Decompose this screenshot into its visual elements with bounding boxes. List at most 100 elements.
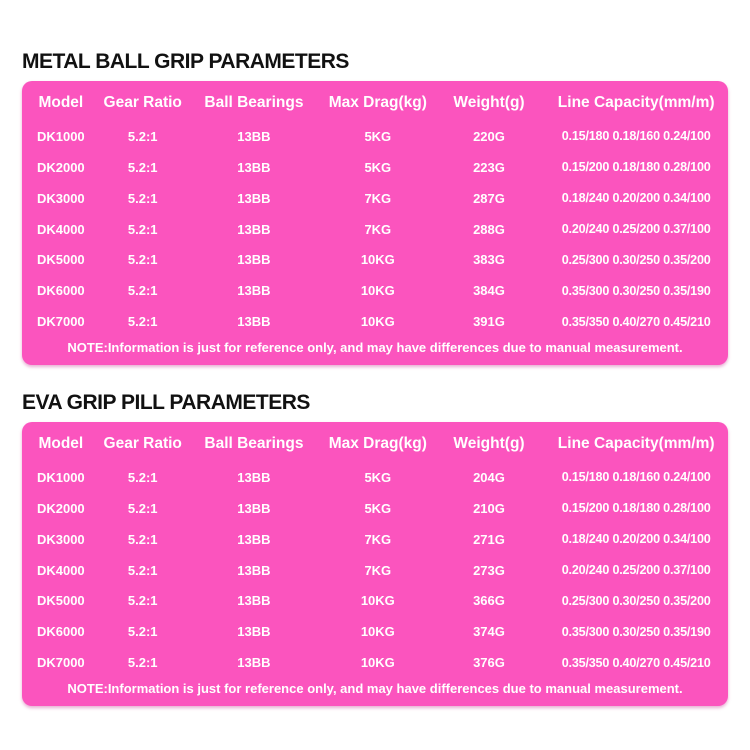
column-header-line-capacity: Line Capacity(mm/m)	[557, 94, 715, 111]
cell-model: DK2000	[36, 500, 85, 516]
cell-max-drag: 10KG	[360, 314, 395, 330]
cell-gear-ratio: 5.2:1	[127, 190, 158, 206]
cell-ball-bearings: 13BB	[237, 221, 271, 237]
cell-model: DK5000	[36, 252, 85, 268]
cell-max-drag: 5KG	[364, 500, 392, 516]
cell-gear-ratio: 5.2:1	[127, 624, 158, 640]
table-row-dk5000: DK5000 5.2:1 13BB 10KG 366G 0.25/300 0.30/250…	[22, 585, 728, 616]
cell-model: DK1000	[36, 469, 85, 485]
table-row-dk7000: DK7000 5.2:1 13BB 10KG 391G 0.35/350 0.40/270…	[22, 306, 728, 337]
cell-ball-bearings: 13BB	[237, 190, 271, 206]
cell-ball-bearings: 13BB	[237, 128, 271, 144]
table-row-dk2000: DK2000 5.2:1 13BB 5KG 223G 0.15/200 0.18/180 …	[22, 152, 728, 183]
cell-weight: 366G	[473, 593, 505, 609]
cell-ball-bearings: 13BB	[237, 562, 271, 578]
column-header-weight: Weight(g)	[453, 94, 525, 111]
cell-weight: 220G	[473, 128, 505, 144]
column-header-model: Model	[38, 94, 84, 111]
metal-ball-grip-section: METAL BALL GRIP PARAMETERS Model Gear Rat…	[22, 50, 728, 365]
column-header-ball-bearings: Ball Bearings	[204, 435, 304, 452]
cell-gear-ratio: 5.2:1	[127, 531, 158, 547]
table-row-dk6000: DK6000 5.2:1 13BB 10KG 384G 0.35/300 0.30/250…	[22, 275, 728, 306]
cell-line-capacity: 0.35/300 0.30/250 0.35/190	[561, 624, 711, 639]
table-note: NOTE:Information is just for reference o…	[67, 681, 683, 697]
cell-max-drag: 5KG	[364, 159, 392, 175]
cell-line-capacity: 0.15/180 0.18/160 0.24/100	[561, 470, 711, 485]
metal-ball-grip-title: METAL BALL GRIP PARAMETERS	[22, 50, 349, 73]
cell-max-drag: 10KG	[360, 624, 395, 640]
cell-model: DK1000	[36, 128, 85, 144]
cell-weight: 376G	[473, 655, 505, 671]
cell-line-capacity: 0.20/240 0.25/200 0.37/100	[561, 222, 711, 236]
cell-weight: 210G	[473, 500, 505, 516]
cell-line-capacity: 0.35/350 0.40/270 0.45/210	[561, 314, 711, 329]
cell-max-drag: 10KG	[360, 655, 395, 671]
cell-model: DK6000	[36, 283, 85, 299]
table-row-dk3000: DK3000 5.2:1 13BB 7KG 271G 0.18/240 0.20/200 …	[22, 524, 728, 555]
cell-max-drag: 7KG	[364, 221, 392, 237]
cell-model: DK7000	[36, 655, 85, 671]
table-header-row: Model Gear Ratio Ball Bearings Max Drag(kg)…	[22, 426, 728, 462]
table-row-dk2000: DK2000 5.2:1 13BB 5KG 210G 0.15/200 0.18/180 …	[22, 493, 728, 524]
cell-max-drag: 5KG	[364, 469, 392, 485]
cell-weight: 287G	[473, 190, 505, 206]
cell-weight: 374G	[473, 624, 505, 640]
cell-line-capacity: 0.15/200 0.18/180 0.28/100	[561, 501, 711, 516]
cell-gear-ratio: 5.2:1	[127, 593, 158, 609]
cell-ball-bearings: 13BB	[237, 624, 271, 640]
column-header-gear-ratio: Gear Ratio	[103, 435, 182, 452]
cell-max-drag: 10KG	[360, 283, 395, 299]
cell-weight: 204G	[473, 469, 505, 485]
cell-weight: 223G	[473, 159, 505, 175]
table-row-dk1000: DK1000 5.2:1 13BB 5KG 220G 0.15/180 0.18/160 …	[22, 121, 728, 152]
cell-gear-ratio: 5.2:1	[127, 159, 158, 175]
column-header-model: Model	[38, 435, 84, 452]
cell-max-drag: 7KG	[364, 190, 392, 206]
cell-weight: 273G	[473, 562, 505, 578]
cell-model: DK3000	[36, 190, 85, 206]
table-row-dk1000: DK1000 5.2:1 13BB 5KG 204G 0.15/180 0.18/160 …	[22, 462, 728, 493]
column-header-ball-bearings: Ball Bearings	[204, 94, 304, 111]
column-header-line-capacity: Line Capacity(mm/m)	[557, 435, 715, 452]
metal-ball-grip-table: Model Gear Ratio Ball Bearings Max Drag(kg)…	[22, 81, 728, 365]
cell-ball-bearings: 13BB	[237, 283, 271, 299]
table-row-dk6000: DK6000 5.2:1 13BB 10KG 374G 0.35/300 0.30/250…	[22, 616, 728, 647]
cell-ball-bearings: 13BB	[237, 314, 271, 330]
cell-max-drag: 10KG	[360, 593, 395, 609]
cell-weight: 391G	[473, 314, 505, 330]
cell-max-drag: 5KG	[364, 128, 392, 144]
cell-model: DK2000	[36, 159, 85, 175]
cell-gear-ratio: 5.2:1	[127, 128, 158, 144]
cell-gear-ratio: 5.2:1	[127, 562, 158, 578]
cell-model: DK6000	[36, 624, 85, 640]
cell-model: DK5000	[36, 593, 85, 609]
cell-model: DK7000	[36, 314, 85, 330]
cell-ball-bearings: 13BB	[237, 500, 271, 516]
column-header-weight: Weight(g)	[453, 435, 525, 452]
eva-grip-pill-table: Model Gear Ratio Ball Bearings Max Drag(kg)…	[22, 422, 728, 706]
cell-line-capacity: 0.15/200 0.18/180 0.28/100	[561, 160, 711, 175]
cell-weight: 288G	[473, 221, 505, 237]
table-row-dk3000: DK3000 5.2:1 13BB 7KG 287G 0.18/240 0.20/200 …	[22, 183, 728, 214]
cell-gear-ratio: 5.2:1	[127, 283, 158, 299]
table-note: NOTE:Information is just for reference o…	[67, 340, 683, 356]
cell-ball-bearings: 13BB	[237, 531, 271, 547]
cell-max-drag: 7KG	[364, 562, 392, 578]
column-header-max-drag: Max Drag(kg)	[328, 435, 427, 452]
table-header-row: Model Gear Ratio Ball Bearings Max Drag(kg)…	[22, 85, 728, 121]
table-row-dk5000: DK5000 5.2:1 13BB 10KG 383G 0.25/300 0.30/250…	[22, 244, 728, 275]
table-row-dk7000: DK7000 5.2:1 13BB 10KG 376G 0.35/350 0.40/270…	[22, 647, 728, 678]
cell-model: DK4000	[36, 562, 85, 578]
cell-ball-bearings: 13BB	[237, 252, 271, 268]
table-row-dk4000: DK4000 5.2:1 13BB 7KG 273G 0.20/240 0.25/200 …	[22, 555, 728, 586]
cell-ball-bearings: 13BB	[237, 655, 271, 671]
cell-line-capacity: 0.35/350 0.40/270 0.45/210	[561, 655, 711, 670]
cell-ball-bearings: 13BB	[237, 159, 271, 175]
cell-line-capacity: 0.35/300 0.30/250 0.35/190	[561, 283, 711, 298]
cell-weight: 384G	[473, 283, 505, 299]
cell-weight: 271G	[473, 531, 505, 547]
cell-gear-ratio: 5.2:1	[127, 469, 158, 485]
cell-gear-ratio: 5.2:1	[127, 655, 158, 671]
column-header-max-drag: Max Drag(kg)	[328, 94, 427, 111]
eva-grip-pill-title: EVA GRIP PILL PARAMETERS	[22, 391, 310, 414]
